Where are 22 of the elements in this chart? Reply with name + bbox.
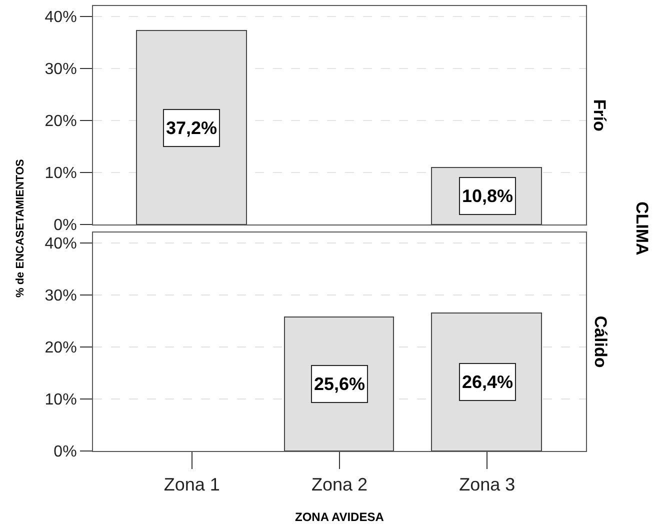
data-label: 37,2% [166, 118, 218, 138]
y-tick-label: 30% [44, 288, 77, 305]
y-axis-title: % de ENCASETAMIENTOS [14, 159, 26, 298]
x-tick-label: Zona 3 [459, 474, 516, 495]
y-tick-label: 40% [44, 236, 77, 253]
y-tick-label: 10% [44, 392, 77, 409]
text: Frío [590, 99, 610, 132]
x-tick-label: Zona 2 [311, 474, 368, 495]
text: CLIMA [632, 202, 652, 256]
data-label: 26,4% [462, 372, 514, 392]
y-tick-label: 0% [54, 217, 77, 234]
y-tick-label: 20% [44, 113, 77, 130]
data-label: 10,8% [462, 186, 514, 206]
text: Cálido [590, 316, 610, 368]
y-tick-label: 10% [44, 165, 77, 182]
x-axis-title: ZONA AVIDESA [295, 510, 384, 524]
x-tick-label: Zona 1 [164, 474, 220, 495]
y-tick-label: 0% [54, 444, 77, 461]
y-tick-label: 30% [44, 61, 77, 78]
y-tick-label: 20% [44, 340, 77, 357]
data-label: 25,6% [314, 374, 366, 394]
y-tick-label: 40% [44, 9, 77, 26]
